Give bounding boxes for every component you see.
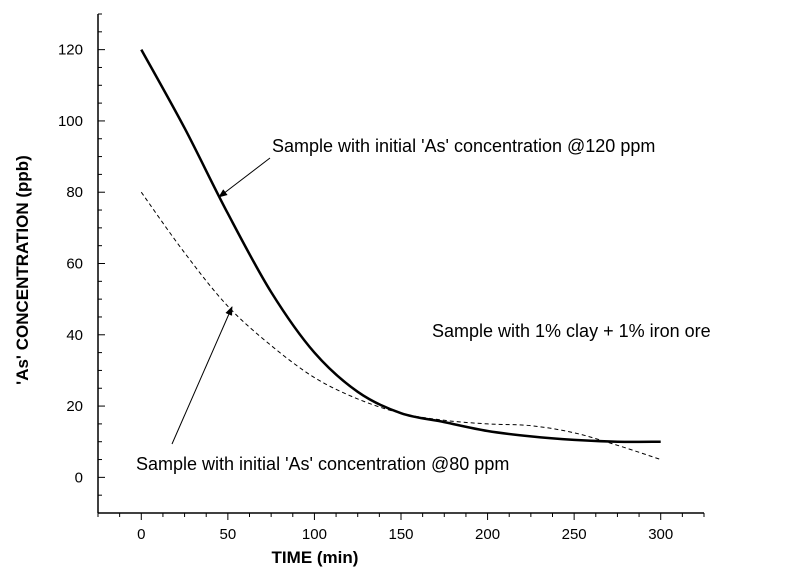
annotation-120ppm: Sample with initial 'As' concentration @… xyxy=(272,136,655,156)
series-120ppm-solid-line xyxy=(140,48,661,444)
annotation-clay-iron: Sample with 1% clay + 1% iron ore xyxy=(432,321,711,341)
y-tick-label: 80 xyxy=(66,184,83,201)
y-tick-label: 20 xyxy=(66,398,83,415)
arrow-80ppm xyxy=(171,306,233,445)
arrow-120ppm xyxy=(218,157,271,198)
y-axis-title: 'As' CONCENTRATION (ppb) xyxy=(13,155,32,385)
y-tick-label: 40 xyxy=(66,327,83,344)
y-tick-label: 100 xyxy=(58,113,83,130)
y-tick-label: 120 xyxy=(58,42,83,59)
x-tick-label: 250 xyxy=(562,526,587,543)
x-tick-label: 100 xyxy=(302,526,327,543)
x-tick-label: 0 xyxy=(137,526,145,543)
annotation-80ppm: Sample with initial 'As' concentration @… xyxy=(136,454,509,474)
y-tick-label: 60 xyxy=(66,256,83,273)
x-tick-label: 150 xyxy=(388,526,413,543)
y-tick-label: 0 xyxy=(75,469,83,486)
x-tick-label: 300 xyxy=(648,526,673,543)
series-layer xyxy=(140,48,661,460)
x-tick-label: 50 xyxy=(220,526,237,543)
axes xyxy=(97,14,704,514)
x-tick-label: 200 xyxy=(475,526,500,543)
x-axis-title: TIME (min) xyxy=(272,548,359,567)
ticks: 0 20 40 60 80 100 120 0 50 100 150 200 250 300 xyxy=(58,13,705,543)
